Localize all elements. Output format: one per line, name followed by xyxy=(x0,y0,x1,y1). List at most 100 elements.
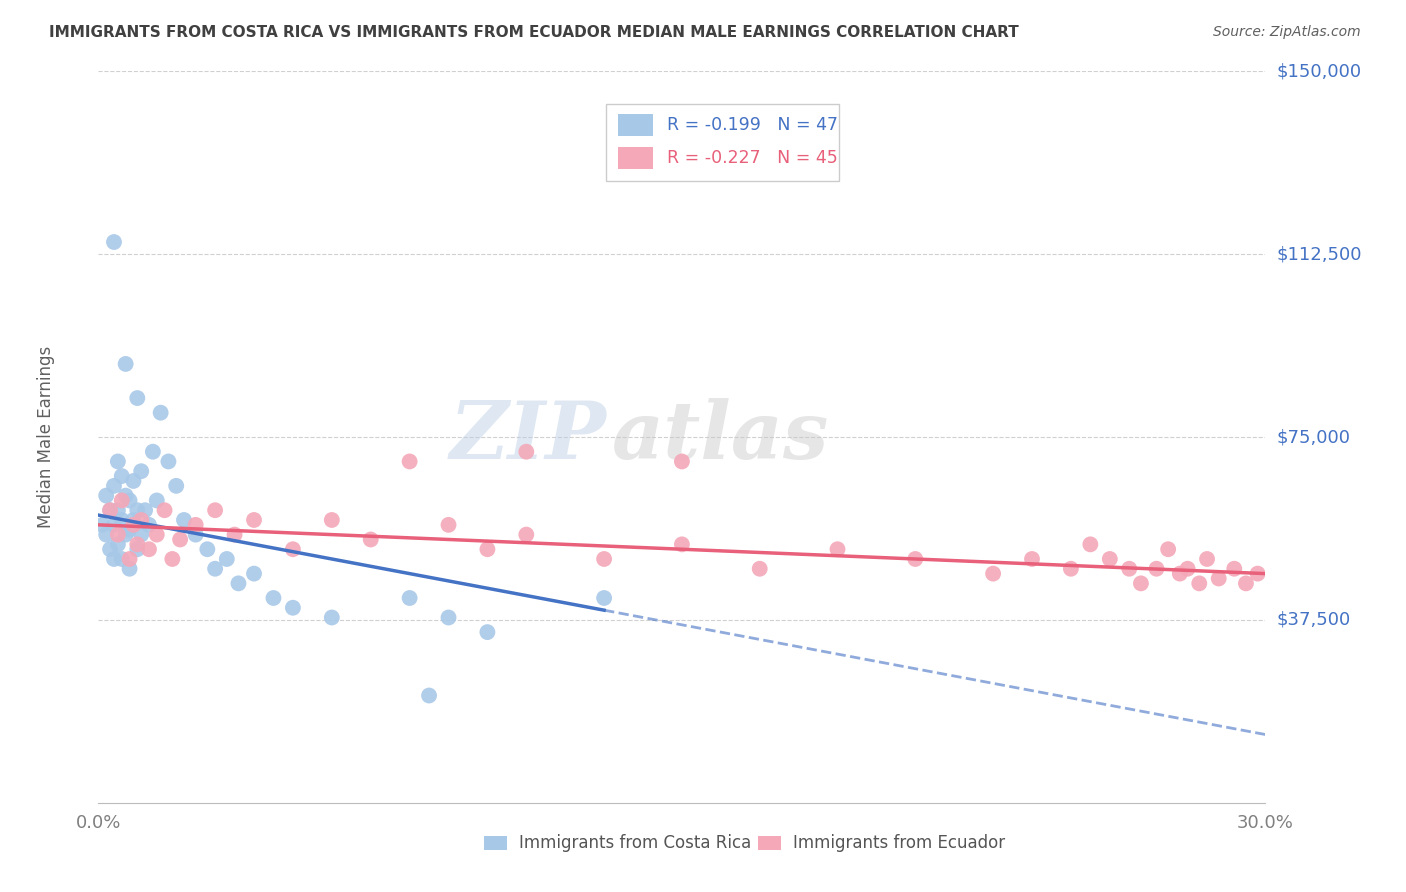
Point xyxy=(1157,542,1180,557)
Point xyxy=(157,454,180,468)
Point xyxy=(1021,552,1043,566)
Point xyxy=(138,517,160,532)
Point xyxy=(122,517,145,532)
Point xyxy=(515,527,537,541)
Point xyxy=(111,552,134,566)
Point xyxy=(118,552,141,566)
Point xyxy=(904,552,927,566)
Point xyxy=(204,562,226,576)
Point xyxy=(118,523,141,537)
Point xyxy=(146,527,169,541)
Text: $37,500: $37,500 xyxy=(1277,611,1351,629)
Bar xyxy=(758,837,782,849)
Text: $112,500: $112,500 xyxy=(1277,245,1362,263)
Point xyxy=(1177,562,1199,576)
Point xyxy=(103,552,125,566)
Point xyxy=(477,625,499,640)
Point xyxy=(107,454,129,468)
Point xyxy=(129,527,152,541)
Point xyxy=(103,517,125,532)
Point xyxy=(184,517,207,532)
Point xyxy=(398,591,420,605)
Point xyxy=(162,552,184,566)
Point xyxy=(281,542,304,557)
Point xyxy=(515,444,537,458)
Point xyxy=(671,537,693,551)
Point xyxy=(281,600,304,615)
Point xyxy=(111,469,134,483)
Point xyxy=(1208,572,1230,586)
Point xyxy=(118,493,141,508)
Text: Immigrants from Costa Rica: Immigrants from Costa Rica xyxy=(519,834,751,852)
Point xyxy=(103,235,125,249)
Point xyxy=(224,527,246,541)
Point xyxy=(1188,576,1211,591)
Point xyxy=(142,444,165,458)
Point xyxy=(127,542,149,557)
Point xyxy=(184,527,207,541)
Point xyxy=(1234,576,1257,591)
Point xyxy=(321,513,343,527)
Bar xyxy=(617,114,652,136)
Point xyxy=(748,562,770,576)
Point xyxy=(1060,562,1083,576)
Point xyxy=(173,513,195,527)
Point xyxy=(1195,552,1218,566)
Point xyxy=(111,493,134,508)
Point xyxy=(593,552,616,566)
Point xyxy=(169,533,191,547)
Bar xyxy=(484,837,508,849)
FancyBboxPatch shape xyxy=(606,104,839,181)
Point xyxy=(437,610,460,624)
Point xyxy=(153,503,176,517)
Point xyxy=(477,542,499,557)
Point xyxy=(1080,537,1102,551)
Point xyxy=(103,479,125,493)
Text: IMMIGRANTS FROM COSTA RICA VS IMMIGRANTS FROM ECUADOR MEDIAN MALE EARNINGS CORRE: IMMIGRANTS FROM COSTA RICA VS IMMIGRANTS… xyxy=(49,25,1019,40)
Point xyxy=(149,406,172,420)
Point xyxy=(96,527,118,541)
Point xyxy=(1246,566,1268,581)
Point xyxy=(129,513,152,527)
Point xyxy=(593,591,616,605)
Point xyxy=(1129,576,1152,591)
Text: atlas: atlas xyxy=(612,399,830,475)
Text: Median Male Earnings: Median Male Earnings xyxy=(37,346,55,528)
Bar xyxy=(617,146,652,169)
Point xyxy=(114,527,136,541)
Point xyxy=(827,542,849,557)
Text: $150,000: $150,000 xyxy=(1277,62,1361,80)
Text: ZIP: ZIP xyxy=(449,399,606,475)
Point xyxy=(122,474,145,488)
Point xyxy=(146,493,169,508)
Point xyxy=(262,591,284,605)
Point xyxy=(98,503,121,517)
Point xyxy=(243,513,266,527)
Text: R = -0.199   N = 47: R = -0.199 N = 47 xyxy=(666,116,838,134)
Text: R = -0.227   N = 45: R = -0.227 N = 45 xyxy=(666,149,838,167)
Point xyxy=(111,513,134,527)
Point xyxy=(127,503,149,517)
Text: Immigrants from Ecuador: Immigrants from Ecuador xyxy=(793,834,1005,852)
Point xyxy=(165,479,187,493)
Point xyxy=(114,357,136,371)
Point xyxy=(129,464,152,478)
Point xyxy=(204,503,226,517)
Point xyxy=(1098,552,1121,566)
Point xyxy=(138,542,160,557)
Point xyxy=(127,537,149,551)
Point xyxy=(437,517,460,532)
Point xyxy=(1118,562,1140,576)
Point xyxy=(134,503,156,517)
Point xyxy=(215,552,238,566)
Point xyxy=(114,489,136,503)
Point xyxy=(1146,562,1168,576)
Point xyxy=(96,489,118,503)
Point xyxy=(91,517,114,532)
Point xyxy=(418,689,440,703)
Point xyxy=(107,503,129,517)
Point xyxy=(321,610,343,624)
Point xyxy=(228,576,250,591)
Point xyxy=(122,513,145,527)
Point xyxy=(118,562,141,576)
